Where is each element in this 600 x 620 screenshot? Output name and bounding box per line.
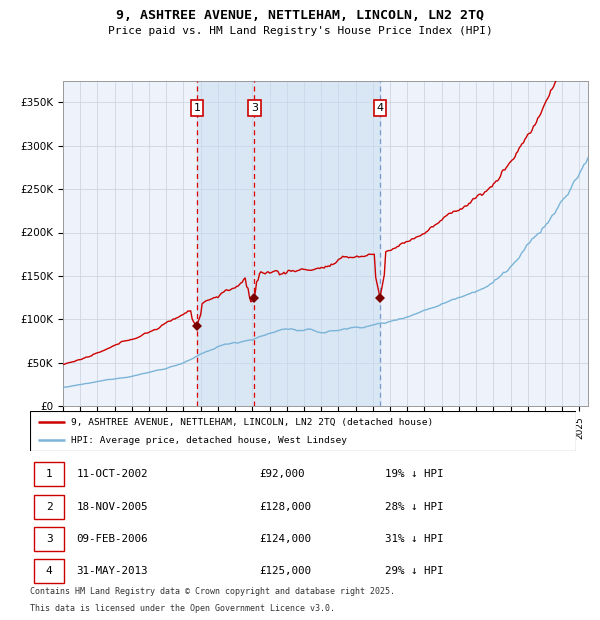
Bar [34,527,64,551]
Text: 4: 4 [46,566,52,576]
Text: HPI: Average price, detached house, West Lindsey: HPI: Average price, detached house, West… [71,436,347,445]
Text: £124,000: £124,000 [259,534,311,544]
Text: 2: 2 [46,502,52,512]
Bar [197,81,380,406]
Text: 11-OCT-2002: 11-OCT-2002 [76,469,148,479]
Text: 3: 3 [251,104,258,113]
Text: Price paid vs. HM Land Registry's House Price Index (HPI): Price paid vs. HM Land Registry's House … [107,26,493,36]
Text: 19% ↓ HPI: 19% ↓ HPI [385,469,443,479]
Text: 28% ↓ HPI: 28% ↓ HPI [385,502,443,512]
Text: This data is licensed under the Open Government Licence v3.0.: This data is licensed under the Open Gov… [30,604,335,613]
Text: 09-FEB-2006: 09-FEB-2006 [76,534,148,544]
Text: 1: 1 [193,104,200,113]
Text: £125,000: £125,000 [259,566,311,576]
Bar [34,495,64,518]
Text: 1: 1 [46,469,52,479]
Text: 9, ASHTREE AVENUE, NETTLEHAM, LINCOLN, LN2 2TQ (detached house): 9, ASHTREE AVENUE, NETTLEHAM, LINCOLN, L… [71,418,433,427]
Bar [34,559,64,583]
Text: 31% ↓ HPI: 31% ↓ HPI [385,534,443,544]
Text: £92,000: £92,000 [259,469,305,479]
Text: 9, ASHTREE AVENUE, NETTLEHAM, LINCOLN, LN2 2TQ: 9, ASHTREE AVENUE, NETTLEHAM, LINCOLN, L… [116,9,484,22]
Text: 3: 3 [46,534,52,544]
Text: 31-MAY-2013: 31-MAY-2013 [76,566,148,576]
Text: 4: 4 [377,104,383,113]
Text: Contains HM Land Registry data © Crown copyright and database right 2025.: Contains HM Land Registry data © Crown c… [30,587,395,596]
Text: £128,000: £128,000 [259,502,311,512]
Text: 29% ↓ HPI: 29% ↓ HPI [385,566,443,576]
Bar [34,463,64,486]
Text: 18-NOV-2005: 18-NOV-2005 [76,502,148,512]
